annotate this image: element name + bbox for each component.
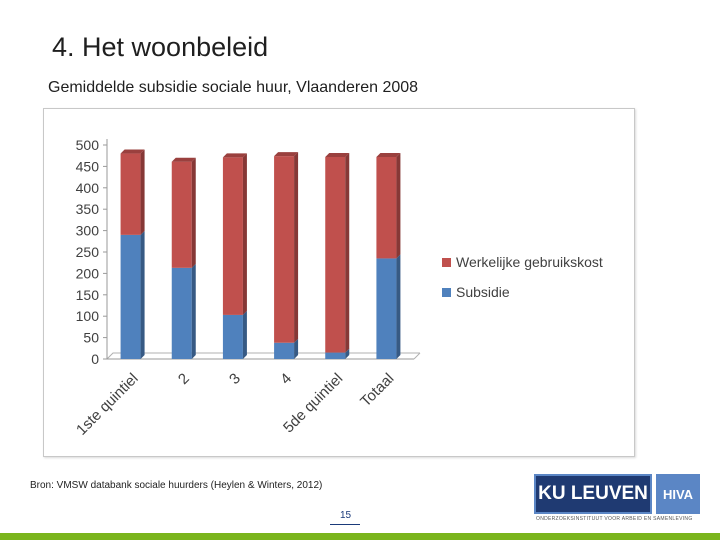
bar-segment [222,314,243,359]
bar-segment-side [242,310,247,359]
bar-segment [376,156,397,259]
bar-segment-side [140,230,145,359]
x-tick-label: 4 [277,370,295,388]
footer-accent-bar [0,533,720,540]
y-tick-label: 400 [76,180,100,196]
y-tick-label: 500 [76,137,100,153]
hiva-logo: HIVA [656,474,700,514]
bar-segment-side [345,348,350,359]
bar-segment-side [294,152,299,343]
logo-tagline: ONDERZOEKSINSTITUUT VOOR ARBEID EN SAMEN… [536,516,693,522]
y-tick-label: 350 [76,201,100,217]
y-tick-label: 100 [76,308,100,324]
bar-segment-side [191,157,196,268]
x-tick-label: Totaal [357,370,397,410]
y-tick-label: 450 [76,158,100,174]
bar-segment [171,267,192,359]
chart-container: 0 50 100 150 200 250 300 350 400 450 500 1ste quint… [43,108,635,457]
bar-top [325,152,350,157]
legend-swatch [442,258,451,267]
bar-top [376,152,401,157]
bar-segment-side [396,254,401,359]
bar-segment [274,156,295,343]
bar-segment-side [345,152,350,353]
bar-segment [376,258,397,359]
ku-leuven-logo: KU LEUVEN [534,474,652,514]
legend-swatch [442,288,451,297]
bar-segment-side [191,263,196,359]
chart-floor-side-edge [413,352,421,360]
bar-top [120,149,145,154]
stacked-bar-chart: 0 50 100 150 200 250 300 350 400 450 500 1ste quint… [73,137,603,439]
bar-segment [325,156,346,353]
bar-segment [120,234,141,359]
bar-top [171,157,196,162]
bar-segment-side [396,152,401,259]
bar-segment-side [140,149,145,235]
x-tick-label: 3 [226,370,244,388]
page-number: 15 [340,510,352,521]
slide-subtitle: Gemiddelde subsidie sociale huur, Vlaand… [48,79,419,96]
bar-segment [222,157,243,315]
bar-segment-side [294,338,299,359]
y-tick-label: 300 [76,223,100,239]
y-tick-label: 150 [76,287,100,303]
bar-segment [171,161,192,268]
bar-top [222,153,247,158]
bar-top [274,152,299,157]
bar-segment [120,153,141,235]
y-tick-label: 50 [83,330,99,346]
bar-segment [325,352,346,359]
chart-floor-back-edge [106,352,420,360]
x-tick-label: 1ste quintiel [73,370,142,439]
slide-title: 4. Het woonbeleid [52,32,269,62]
source-note: Bron: VMSW databank sociale huurders (He… [30,480,323,491]
bar-segment [274,342,295,359]
page-number-underline [330,524,360,525]
legend-label: Subsidie [456,284,510,300]
x-tick-label: 2 [175,370,193,388]
bar-segment-side [242,153,247,315]
y-tick-label: 0 [91,351,99,367]
y-tick-label: 200 [76,265,100,281]
y-tick-label: 250 [76,244,100,260]
legend-label: Werkelijke gebruikskost [456,254,603,270]
